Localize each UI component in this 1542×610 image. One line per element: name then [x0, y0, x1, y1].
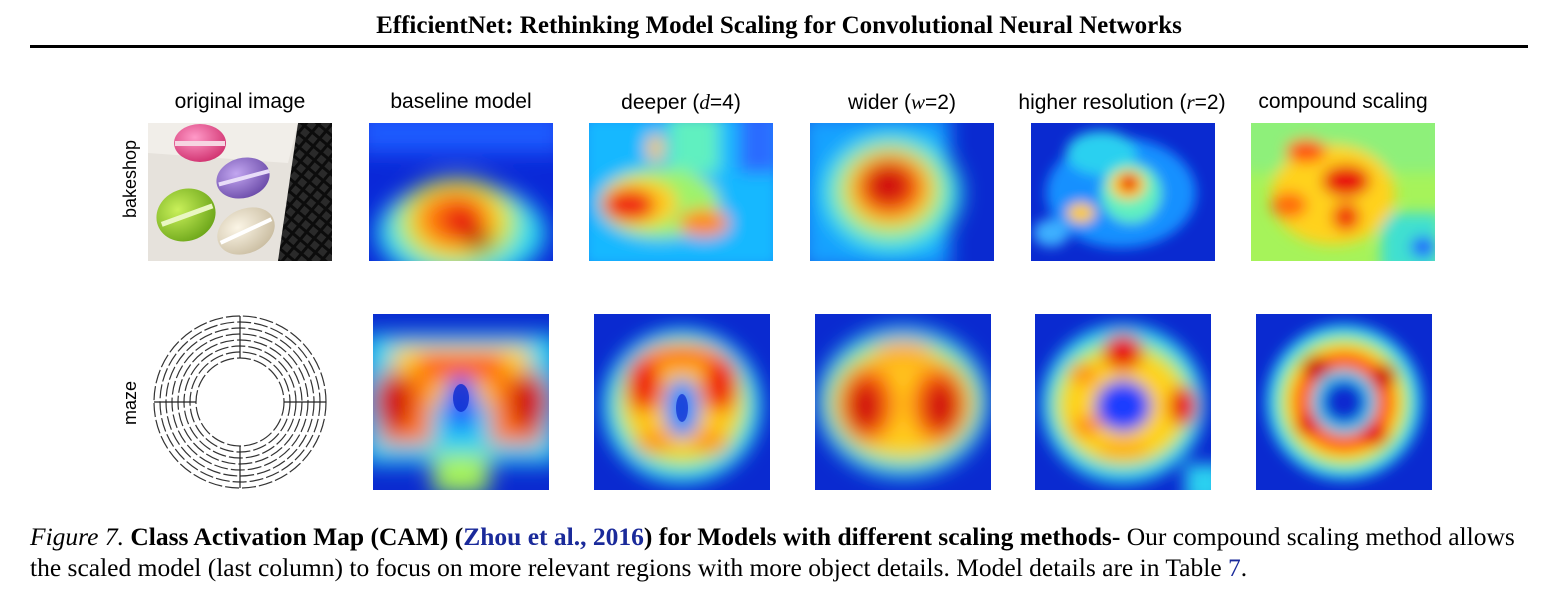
bakeshop-original-image [148, 123, 332, 261]
caption-title-part-1: Class Activation Map (CAM) ( [123, 522, 464, 551]
bakeshop-cam-deeper [589, 123, 773, 261]
row-label-maze: maze [120, 381, 140, 426]
maze-cam-deeper [594, 314, 770, 490]
maze-original-image [151, 314, 329, 490]
figure-caption: Figure 7. Class Activation Map (CAM) (Zh… [30, 521, 1530, 583]
citation-link[interactable]: Zhou et al., 2016 [463, 522, 644, 551]
column-heading-wider: wider (w=2) [848, 90, 956, 114]
column-heading-deeper: deeper (d=4) [621, 90, 741, 114]
paper-running-title: EfficientNet: Rethinking Model Scaling f… [376, 12, 1182, 39]
table-reference-link[interactable]: 7 [1228, 553, 1241, 582]
caption-title-part-2: ) for Models with different scaling meth… [643, 522, 1121, 551]
bakeshop-cam-higher-resolution [1031, 123, 1215, 261]
maze-cam-higher-resolution [1035, 314, 1211, 490]
maze-cam-wider [815, 314, 991, 490]
figure-number: Figure 7. [30, 522, 124, 551]
bakeshop-cam-wider [810, 123, 994, 261]
header-rule [30, 45, 1528, 48]
bakeshop-cam-baseline-model [369, 123, 553, 261]
caption-body: Our compound scaling method allows the s… [30, 522, 1515, 582]
caption-end: . [1240, 553, 1248, 582]
column-heading-higher-resolution: higher resolution (r=2) [1018, 90, 1226, 114]
bakeshop-cam-compound-scaling [1251, 123, 1435, 261]
row-label-bakeshop: bakeshop [120, 139, 140, 219]
column-heading-baseline-model: baseline model [390, 90, 532, 113]
column-heading-compound-scaling: compound scaling [1258, 90, 1428, 113]
column-heading-original-image: original image [174, 90, 306, 113]
maze-cam-baseline-model [373, 314, 549, 490]
maze-cam-compound-scaling [1256, 314, 1432, 490]
